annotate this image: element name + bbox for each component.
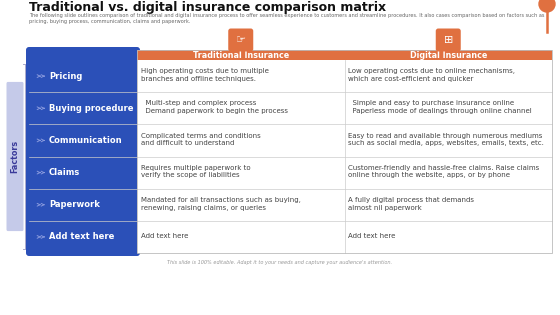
Text: Digital Insurance: Digital Insurance — [409, 50, 487, 60]
Text: Multi-step and complex process
  Demand paperwork to begin the process: Multi-step and complex process Demand pa… — [141, 100, 288, 114]
Text: Communication: Communication — [49, 136, 123, 145]
Text: ⊞: ⊞ — [444, 35, 453, 45]
Text: Pricing: Pricing — [49, 72, 82, 81]
Text: Requires multiple paperwork to
verify the scope of liabilities: Requires multiple paperwork to verify th… — [141, 165, 251, 179]
Text: Add text here: Add text here — [348, 233, 396, 239]
Text: Paperwork: Paperwork — [49, 200, 100, 209]
Text: Add text here: Add text here — [141, 233, 188, 239]
FancyBboxPatch shape — [26, 47, 140, 256]
Bar — [344, 50, 552, 60]
Text: Low operating costs due to online mechanisms,
which are cost-efficient and quick: Low operating costs due to online mechan… — [348, 68, 516, 82]
Text: A fully digital process that demands
almost nil paperwork: A fully digital process that demands alm… — [348, 197, 474, 211]
Text: Simple and easy to purchase insurance online
  Paperless mode of dealings throug: Simple and easy to purchase insurance on… — [348, 100, 532, 114]
Bar — [137, 60, 552, 253]
Text: Claims: Claims — [49, 168, 80, 177]
Text: Complicated terms and conditions
and difficult to understand: Complicated terms and conditions and dif… — [141, 133, 261, 146]
Circle shape — [539, 0, 555, 12]
FancyBboxPatch shape — [436, 28, 461, 51]
FancyBboxPatch shape — [7, 82, 24, 231]
Text: This slide is 100% editable. Adapt it to your needs and capture your audience's : This slide is 100% editable. Adapt it to… — [167, 260, 393, 265]
Text: Buying procedure: Buying procedure — [49, 104, 133, 113]
Text: Customer-friendly and hassle-free claims. Raise claims
online through the websit: Customer-friendly and hassle-free claims… — [348, 165, 540, 179]
Bar — [137, 50, 552, 253]
Text: The following slide outlines comparison of traditional and digital insurance pro: The following slide outlines comparison … — [29, 13, 544, 24]
FancyBboxPatch shape — [228, 28, 253, 51]
Text: Traditional vs. digital insurance comparison matrix: Traditional vs. digital insurance compar… — [29, 1, 386, 14]
Text: Factors: Factors — [11, 140, 20, 173]
Text: Traditional Insurance: Traditional Insurance — [193, 50, 289, 60]
Text: Easy to read and available through numerous mediums
such as social media, apps, : Easy to read and available through numer… — [348, 133, 544, 146]
Text: Mandated for all transactions such as buying,
renewing, raising claims, or queri: Mandated for all transactions such as bu… — [141, 197, 301, 211]
Text: High operating costs due to multiple
branches and offline techniques.: High operating costs due to multiple bra… — [141, 68, 269, 82]
Text: Add text here: Add text here — [49, 232, 114, 241]
Bar — [137, 50, 344, 60]
Text: ☞: ☞ — [236, 35, 246, 45]
